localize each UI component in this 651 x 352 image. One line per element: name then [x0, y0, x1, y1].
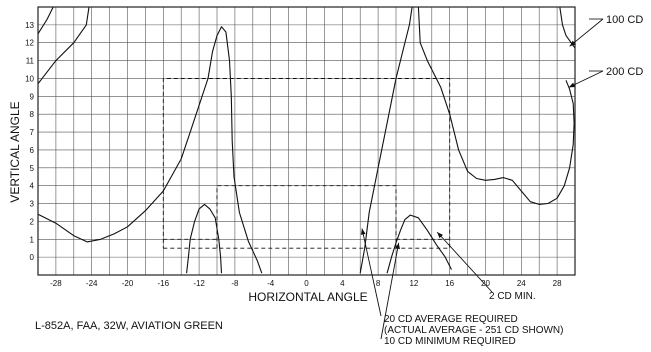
- leader-20cd-average-arrowhead: [360, 228, 366, 235]
- x-tick-label: 20: [481, 279, 490, 288]
- x-tick-labels: -28 -24 -20 -16 -12 -8 -4 0 4 8 12 16 20 24 28: [50, 279, 562, 288]
- y-tick-label: 11: [26, 57, 35, 66]
- label-2cd-min: 2 CD MIN.: [489, 291, 536, 302]
- isocandela-curve: [186, 203, 223, 274]
- y-tick-label: 13: [25, 21, 34, 30]
- y-tick-label: 8: [30, 110, 35, 119]
- y-tick-label: 12: [25, 39, 34, 48]
- y-tick-label: 1: [30, 235, 35, 244]
- leader-200cd-arrowhead: [568, 82, 576, 88]
- label-20cd-average: 20 CD AVERAGE REQUIRED: [384, 314, 518, 325]
- x-tick-label: 24: [517, 279, 526, 288]
- x-axis-title: HORIZONTAL ANGLE: [248, 290, 367, 304]
- y-tick-label: 10: [25, 74, 34, 83]
- isocandela-curve: [37, 6, 54, 35]
- label-actual-average: (ACTUAL AVERAGE - 251 CD SHOWN): [384, 325, 563, 336]
- y-tick-label: 2: [30, 217, 35, 226]
- dashed-boundary-line: [162, 78, 451, 249]
- plot-area-border: [37, 6, 576, 276]
- y-tick-label: 5: [30, 164, 35, 173]
- x-tick-label: -4: [267, 279, 275, 288]
- x-tick-label: 16: [445, 279, 454, 288]
- isocandela-curve: [417, 6, 575, 205]
- y-tick-label: 0: [30, 253, 35, 262]
- grid: [38, 7, 575, 275]
- leader-200cd: [568, 70, 604, 88]
- leader-100cd-arrowhead: [569, 40, 576, 47]
- annotations: 100 CD 200 CD 2 CD MIN. 20 CD AVERAGE RE…: [360, 14, 643, 347]
- leader-100cd: [569, 18, 604, 47]
- leader-10cd-minimum-arrowhead: [395, 242, 400, 250]
- leader-10cd-minimum: [380, 242, 400, 340]
- label-10cd-minimum: 10 CD MINIMUM REQUIRED: [384, 336, 516, 347]
- x-tick-label: -12: [193, 279, 205, 288]
- x-tick-label: -28: [50, 279, 62, 288]
- isocandela-curve: [359, 6, 413, 274]
- leader-20cd-average: [361, 228, 382, 317]
- x-tick-label: 4: [340, 279, 345, 288]
- series-group: [37, 6, 576, 274]
- y-tick-label: 6: [30, 146, 35, 155]
- x-tick-label: -8: [231, 279, 239, 288]
- x-tick-label: 12: [409, 279, 418, 288]
- x-tick-label: 8: [376, 279, 381, 288]
- isocandela-curve: [37, 6, 90, 85]
- dashed-boundary-line: [216, 185, 397, 249]
- y-axis-title: VERTICAL ANGLE: [8, 101, 22, 202]
- label-200cd: 200 CD: [606, 66, 643, 78]
- x-tick-label: -16: [158, 279, 170, 288]
- isocandela-curve: [37, 26, 263, 274]
- label-100cd: 100 CD: [606, 14, 643, 26]
- chart-caption: L-852A, FAA, 32W, AVIATION GREEN: [35, 320, 223, 332]
- y-tick-label: 9: [30, 92, 35, 101]
- isocandela-curve: [559, 6, 576, 49]
- y-tick-label: 3: [30, 200, 35, 209]
- leader-2cd-min-arrowhead: [437, 232, 443, 239]
- y-tick-label: 4: [30, 182, 35, 191]
- x-tick-label: -20: [122, 279, 134, 288]
- y-tick-label: 7: [30, 128, 35, 137]
- leader-2cd-min: [436, 231, 493, 293]
- x-tick-label: 28: [553, 279, 562, 288]
- x-tick-label: -24: [86, 279, 98, 288]
- isocandela-curve: [386, 214, 452, 274]
- x-tick-label: 0: [304, 279, 309, 288]
